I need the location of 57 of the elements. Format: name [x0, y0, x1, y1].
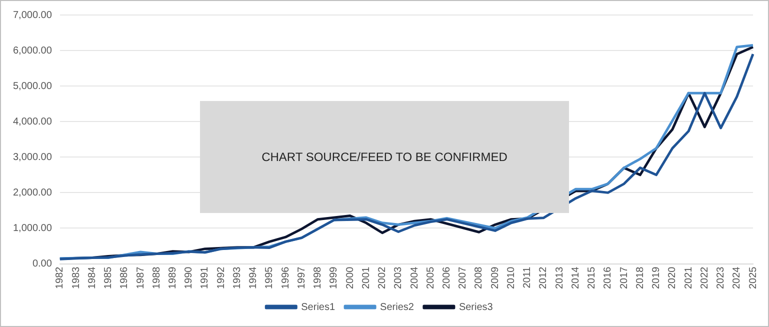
x-tick-label: 2002 [377, 266, 388, 290]
y-tick-label: 7,000.00 [12, 10, 52, 21]
x-tick-label: 2021 [683, 266, 694, 290]
x-tick-label: 1990 [184, 266, 195, 290]
x-tick-label: 2007 [458, 266, 469, 290]
y-tick-label: 1,000.00 [12, 222, 52, 234]
x-tick-label: 1982 [54, 266, 66, 290]
x-tick-label: 1997 [296, 266, 308, 290]
x-tick-label: 2011 [522, 266, 534, 288]
x-tick-label: 2000 [344, 266, 356, 290]
x-tick-label: 2012 [538, 266, 550, 290]
x-tick-label: 2019 [651, 266, 662, 290]
legend-label: Series2 [380, 302, 414, 313]
x-tick-label: 2017 [618, 266, 630, 290]
x-tick-label: 1987 [135, 266, 146, 290]
y-tick-label: 0.00 [32, 258, 52, 270]
x-tick-label: 2014 [570, 266, 582, 290]
x-tick-label: 2003 [393, 266, 404, 290]
x-tick-label: 1996 [280, 266, 292, 290]
placeholder-panel: CHART SOURCE/FEED TO BE CONFIRMED [200, 101, 569, 213]
y-tick-label: 5,000.00 [12, 80, 52, 92]
x-tick-label: 1986 [119, 266, 130, 290]
x-tick-label: 2009 [490, 266, 501, 290]
x-tick-label: 1993 [232, 266, 243, 290]
x-tick-label: 1992 [216, 266, 227, 290]
x-tick-label: 1984 [86, 266, 98, 290]
x-tick-label: 2016 [602, 266, 614, 290]
x-tick-label: 2025 [748, 266, 759, 290]
x-tick-label: 1999 [328, 266, 340, 290]
x-tick-label: 1983 [70, 266, 82, 290]
legend-label: Series3 [458, 302, 494, 313]
y-tick-label: 4,000.00 [12, 116, 52, 128]
annotation: CHART SOURCE/FEED TO BE CONFIRMED [262, 150, 508, 164]
x-tick-label: 1994 [248, 266, 260, 290]
x-tick-label: 2022 [699, 266, 710, 290]
legend-label: Series1 [301, 302, 336, 313]
x-tick-label: 2010 [506, 266, 517, 290]
x-tick-label: 2020 [667, 266, 678, 290]
x-tick-label: 2015 [586, 266, 598, 290]
y-tick-label: 3,000.00 [12, 152, 52, 163]
x-tick-label: 1991 [200, 266, 211, 290]
x-tick-label: 1988 [151, 266, 162, 290]
x-tick-label: 1998 [312, 266, 324, 290]
x-tick-label: 2024 [732, 266, 743, 290]
x-tick-label: 2018 [634, 266, 646, 290]
x-tick-label: 2008 [474, 266, 485, 290]
x-tick-label: 2006 [442, 266, 453, 290]
x-tick-label: 1985 [103, 266, 114, 290]
x-tick-label: 2004 [409, 266, 420, 290]
x-tick-label: 2005 [425, 266, 436, 290]
y-tick-label: 6,000.00 [12, 45, 52, 56]
y-tick-label: 2,000.00 [12, 187, 52, 198]
x-tick-label: 1995 [264, 266, 276, 290]
x-tick-label: 1989 [168, 266, 178, 290]
x-tick-label: 2001 [360, 266, 372, 290]
x-tick-label: 2023 [716, 266, 727, 290]
x-tick-label: 2013 [554, 266, 566, 290]
